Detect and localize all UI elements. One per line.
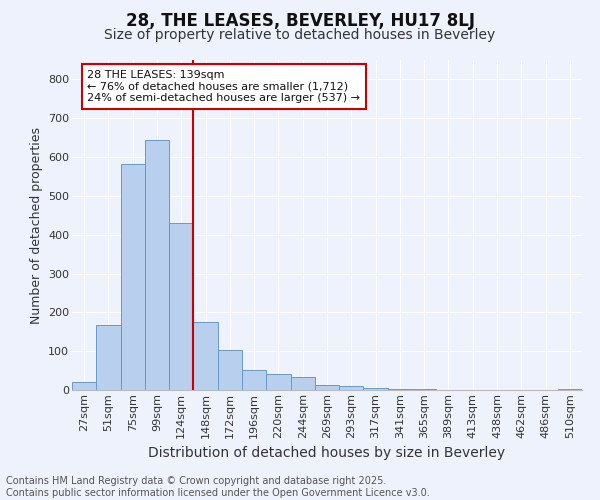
Bar bbox=[169, 223, 193, 390]
X-axis label: Distribution of detached houses by size in Beverley: Distribution of detached houses by size … bbox=[148, 446, 506, 460]
Bar bbox=[96, 325, 121, 390]
Bar bbox=[364, 388, 388, 390]
Bar bbox=[72, 382, 96, 390]
Bar bbox=[388, 389, 412, 390]
Bar bbox=[290, 377, 315, 390]
Bar bbox=[218, 350, 242, 390]
Bar bbox=[193, 322, 218, 390]
Bar bbox=[315, 386, 339, 390]
Bar bbox=[121, 164, 145, 390]
Bar bbox=[412, 389, 436, 390]
Y-axis label: Number of detached properties: Number of detached properties bbox=[29, 126, 43, 324]
Bar bbox=[242, 370, 266, 390]
Bar bbox=[145, 140, 169, 390]
Text: Contains HM Land Registry data © Crown copyright and database right 2025.
Contai: Contains HM Land Registry data © Crown c… bbox=[6, 476, 430, 498]
Text: 28 THE LEASES: 139sqm
← 76% of detached houses are smaller (1,712)
24% of semi-d: 28 THE LEASES: 139sqm ← 76% of detached … bbox=[88, 70, 360, 103]
Bar bbox=[558, 389, 582, 390]
Bar bbox=[266, 374, 290, 390]
Text: Size of property relative to detached houses in Beverley: Size of property relative to detached ho… bbox=[104, 28, 496, 42]
Bar bbox=[339, 386, 364, 390]
Text: 28, THE LEASES, BEVERLEY, HU17 8LJ: 28, THE LEASES, BEVERLEY, HU17 8LJ bbox=[125, 12, 475, 30]
